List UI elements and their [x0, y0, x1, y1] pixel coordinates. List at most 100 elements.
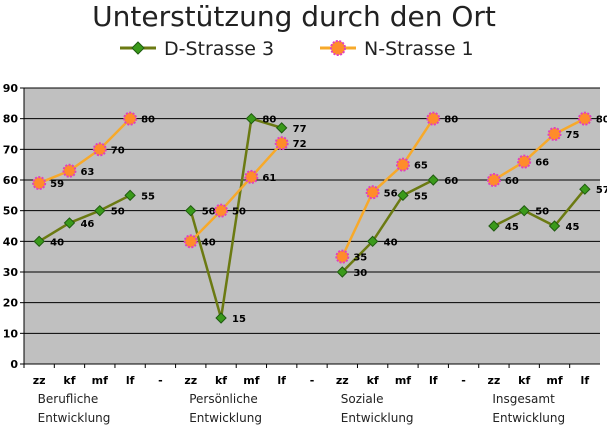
data-label: 35 — [353, 253, 367, 264]
data-label: 66 — [535, 158, 549, 169]
x-tick-label: lf — [277, 374, 286, 387]
data-point — [63, 217, 76, 229]
data-point — [124, 189, 136, 202]
x-tick-label: zz — [487, 374, 500, 387]
y-tick-label: 80 — [3, 113, 19, 126]
legend: D-Strasse 3 N-Strasse 1 — [120, 38, 474, 60]
data-label: 63 — [80, 167, 94, 178]
data-label: 60 — [505, 176, 519, 187]
group-label-line2: Entwicklung — [341, 411, 414, 425]
data-label: 75 — [566, 130, 580, 141]
data-point — [547, 127, 562, 141]
x-tick-label: - — [158, 374, 163, 387]
series-layer: 40 46 50 55 50 15 80 77 30 40 55 60 45 50 45 57 59 63 70 80… — [32, 111, 607, 325]
data-point — [92, 142, 107, 157]
x-tick-label: - — [310, 374, 315, 387]
y-tick-label: 30 — [3, 266, 19, 279]
data-point — [366, 235, 379, 248]
x-tick-label: kf — [215, 374, 227, 387]
legend-item: D-Strasse 3 — [120, 38, 274, 60]
legend-marker — [330, 40, 346, 56]
data-label: 50 — [202, 207, 216, 218]
x-tick-label: kf — [518, 374, 530, 387]
y-tick-label: 60 — [3, 174, 19, 187]
x-tick-label: mf — [243, 374, 259, 387]
data-point — [577, 111, 592, 126]
series-line — [493, 117, 586, 182]
x-tick-label: kf — [367, 374, 379, 387]
x-tick-label: lf — [429, 374, 438, 387]
data-label: 30 — [353, 268, 367, 279]
legend-label: D-Strasse 3 — [164, 38, 274, 60]
data-label: 40 — [202, 237, 216, 248]
x-tick-label: mf — [92, 374, 108, 387]
series-1-markers: 40 46 50 55 50 15 80 77 30 40 55 60 45 50 45 57 — [33, 112, 607, 325]
data-point — [183, 234, 198, 249]
data-point — [185, 204, 197, 217]
y-axis-ticks: 0 10 20 30 40 50 60 70 80 90 — [3, 82, 24, 371]
data-label: 72 — [293, 139, 307, 150]
group-labels: Berufliche Entwicklung Persönliche Entwickl… — [38, 392, 565, 425]
x-tick-label: lf — [126, 374, 135, 387]
x-tick-label: mf — [546, 374, 562, 387]
series-line — [38, 194, 131, 243]
data-point — [32, 176, 47, 191]
data-label: 46 — [80, 219, 94, 230]
data-point — [33, 235, 45, 248]
data-label: 45 — [566, 222, 580, 233]
series-2 — [38, 117, 586, 258]
group-label-line2: Entwicklung — [492, 411, 565, 425]
data-label: 56 — [384, 188, 398, 199]
data-point — [275, 122, 288, 134]
data-point — [336, 266, 349, 278]
data-point — [427, 174, 439, 186]
data-label: 60 — [444, 176, 458, 187]
data-point — [94, 204, 106, 217]
data-label: 70 — [111, 145, 125, 156]
data-point — [274, 136, 289, 151]
chart-title: Unterstützung durch den Ort — [92, 0, 496, 33]
data-point — [486, 173, 501, 187]
group-label-line1: Insgesamt — [492, 392, 555, 406]
data-label: 45 — [505, 222, 519, 233]
data-point — [579, 183, 591, 195]
axes — [23, 88, 600, 365]
x-tick-label: zz — [336, 374, 349, 387]
data-point — [395, 157, 410, 172]
x-tick-label: - — [461, 374, 466, 387]
x-tick-label: mf — [395, 374, 411, 387]
y-tick-label: 10 — [3, 327, 19, 340]
group-label-line1: Soziale — [341, 392, 384, 406]
y-tick-label: 70 — [3, 143, 19, 156]
data-label: 57 — [596, 185, 607, 196]
legend-label: N-Strasse 1 — [364, 38, 474, 60]
group-label-line1: Persönliche — [189, 392, 258, 406]
series-line — [38, 117, 131, 185]
data-point — [62, 163, 77, 178]
data-point — [215, 312, 227, 324]
data-label: 50 — [232, 207, 246, 218]
data-point — [488, 220, 500, 232]
data-label: 80 — [444, 115, 458, 126]
data-point — [214, 203, 229, 218]
data-label: 55 — [141, 191, 155, 202]
x-tick-label: lf — [581, 374, 590, 387]
data-label: 77 — [293, 124, 307, 135]
data-point — [518, 204, 530, 217]
data-point — [365, 185, 380, 200]
series-1 — [38, 117, 586, 319]
data-label: 59 — [50, 179, 64, 190]
data-point — [335, 249, 350, 264]
data-point — [426, 111, 441, 126]
y-tick-label: 40 — [3, 235, 19, 248]
data-label: 55 — [414, 191, 428, 202]
data-label: 50 — [535, 207, 549, 218]
group-label-line2: Entwicklung — [189, 411, 262, 425]
group-label-line2: Entwicklung — [38, 411, 111, 425]
legend-marker — [131, 41, 145, 55]
data-point — [397, 189, 409, 202]
data-label: 61 — [262, 173, 276, 184]
series-line — [341, 178, 434, 273]
series-line — [189, 142, 283, 243]
data-label: 80 — [262, 115, 276, 126]
